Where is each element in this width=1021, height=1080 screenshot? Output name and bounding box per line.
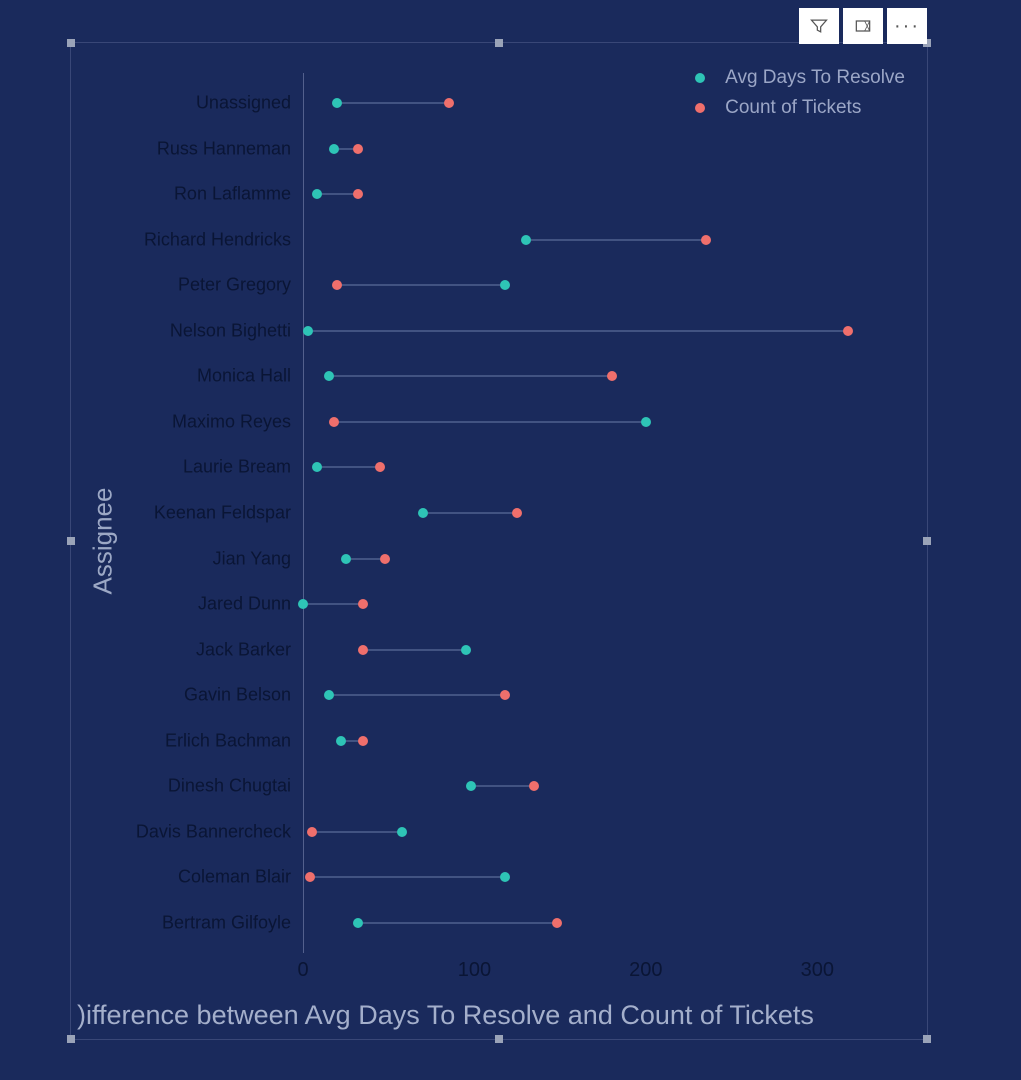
category-label: Laurie Bream	[81, 457, 291, 478]
data-point-avg[interactable]	[298, 599, 308, 609]
data-point-count[interactable]	[375, 462, 385, 472]
category-label: Dinesh Chugtai	[81, 776, 291, 797]
connector-line	[358, 923, 557, 924]
data-point-count[interactable]	[353, 144, 363, 154]
data-point-avg[interactable]	[336, 736, 346, 746]
connector-line	[308, 330, 848, 331]
category-label: Gavin Belson	[81, 685, 291, 706]
connector-line	[337, 103, 448, 104]
data-point-count[interactable]	[444, 98, 454, 108]
connector-line	[526, 239, 706, 240]
x-axis-title: )ifference between Avg Days To Resolve a…	[77, 1000, 814, 1031]
chart-plot-area[interactable]: UnassignedRuss HannemanRon LaflammeRicha…	[303, 73, 903, 953]
visual-toolbar: ···	[799, 8, 927, 44]
resize-handle[interactable]	[67, 39, 75, 47]
resize-handle[interactable]	[495, 39, 503, 47]
connector-line	[317, 467, 380, 468]
connector-line	[423, 513, 517, 514]
data-point-avg[interactable]	[461, 645, 471, 655]
data-point-count[interactable]	[358, 599, 368, 609]
connector-line	[334, 421, 646, 422]
resize-handle[interactable]	[495, 1035, 503, 1043]
x-tick-label: 200	[629, 959, 662, 982]
x-tick-label: 100	[458, 959, 491, 982]
connector-line	[363, 649, 466, 650]
category-label: Coleman Blair	[81, 867, 291, 888]
data-point-avg[interactable]	[500, 872, 510, 882]
data-point-avg[interactable]	[641, 417, 651, 427]
data-point-avg[interactable]	[312, 189, 322, 199]
connector-line	[310, 877, 505, 878]
resize-handle[interactable]	[67, 1035, 75, 1043]
connector-line	[329, 376, 612, 377]
more-options-button[interactable]: ···	[887, 8, 927, 44]
data-point-avg[interactable]	[500, 280, 510, 290]
category-label: Davis Bannercheck	[81, 821, 291, 842]
category-label: Keenan Feldspar	[81, 503, 291, 524]
data-point-count[interactable]	[305, 872, 315, 882]
category-label: Jack Barker	[81, 639, 291, 660]
connector-line	[317, 194, 358, 195]
data-point-avg[interactable]	[418, 508, 428, 518]
focus-mode-button[interactable]	[843, 8, 883, 44]
category-label: Russ Hanneman	[81, 138, 291, 159]
data-point-count[interactable]	[843, 326, 853, 336]
data-point-count[interactable]	[529, 781, 539, 791]
connector-line	[329, 695, 506, 696]
chart-frame: Avg Days To Resolve Count of Tickets Ass…	[70, 42, 928, 1040]
category-label: Maximo Reyes	[81, 411, 291, 432]
resize-handle[interactable]	[67, 537, 75, 545]
connector-line	[337, 285, 505, 286]
connector-line	[303, 604, 363, 605]
connector-line	[471, 786, 534, 787]
data-point-avg[interactable]	[312, 462, 322, 472]
data-point-avg[interactable]	[466, 781, 476, 791]
data-point-avg[interactable]	[332, 98, 342, 108]
filter-icon	[809, 16, 829, 36]
category-label: Erlich Bachman	[81, 730, 291, 751]
category-label: Bertram Gilfoyle	[81, 913, 291, 934]
data-point-avg[interactable]	[303, 326, 313, 336]
category-label: Jared Dunn	[81, 594, 291, 615]
category-label: Ron Laflamme	[81, 184, 291, 205]
data-point-avg[interactable]	[397, 827, 407, 837]
data-point-avg[interactable]	[521, 235, 531, 245]
connector-line	[312, 831, 403, 832]
data-point-avg[interactable]	[341, 554, 351, 564]
data-point-count[interactable]	[358, 645, 368, 655]
data-point-avg[interactable]	[324, 371, 334, 381]
resize-handle[interactable]	[923, 537, 931, 545]
y-axis-line	[303, 73, 304, 953]
data-point-count[interactable]	[353, 189, 363, 199]
data-point-count[interactable]	[512, 508, 522, 518]
filter-button[interactable]	[799, 8, 839, 44]
data-point-count[interactable]	[607, 371, 617, 381]
data-point-count[interactable]	[358, 736, 368, 746]
data-point-avg[interactable]	[353, 918, 363, 928]
data-point-avg[interactable]	[329, 144, 339, 154]
category-label: Peter Gregory	[81, 275, 291, 296]
x-tick-label: 0	[297, 959, 308, 982]
category-label: Jian Yang	[81, 548, 291, 569]
ellipsis-icon: ···	[894, 21, 920, 31]
data-point-count[interactable]	[307, 827, 317, 837]
data-point-count[interactable]	[329, 417, 339, 427]
category-label: Nelson Bighetti	[81, 320, 291, 341]
category-label: Richard Hendricks	[81, 229, 291, 250]
data-point-avg[interactable]	[324, 690, 334, 700]
data-point-count[interactable]	[701, 235, 711, 245]
data-point-count[interactable]	[552, 918, 562, 928]
resize-handle[interactable]	[923, 1035, 931, 1043]
category-label: Monica Hall	[81, 366, 291, 387]
data-point-count[interactable]	[380, 554, 390, 564]
data-point-count[interactable]	[500, 690, 510, 700]
data-point-count[interactable]	[332, 280, 342, 290]
category-label: Unassigned	[81, 93, 291, 114]
x-tick-label: 300	[801, 959, 834, 982]
focus-icon	[853, 16, 873, 36]
